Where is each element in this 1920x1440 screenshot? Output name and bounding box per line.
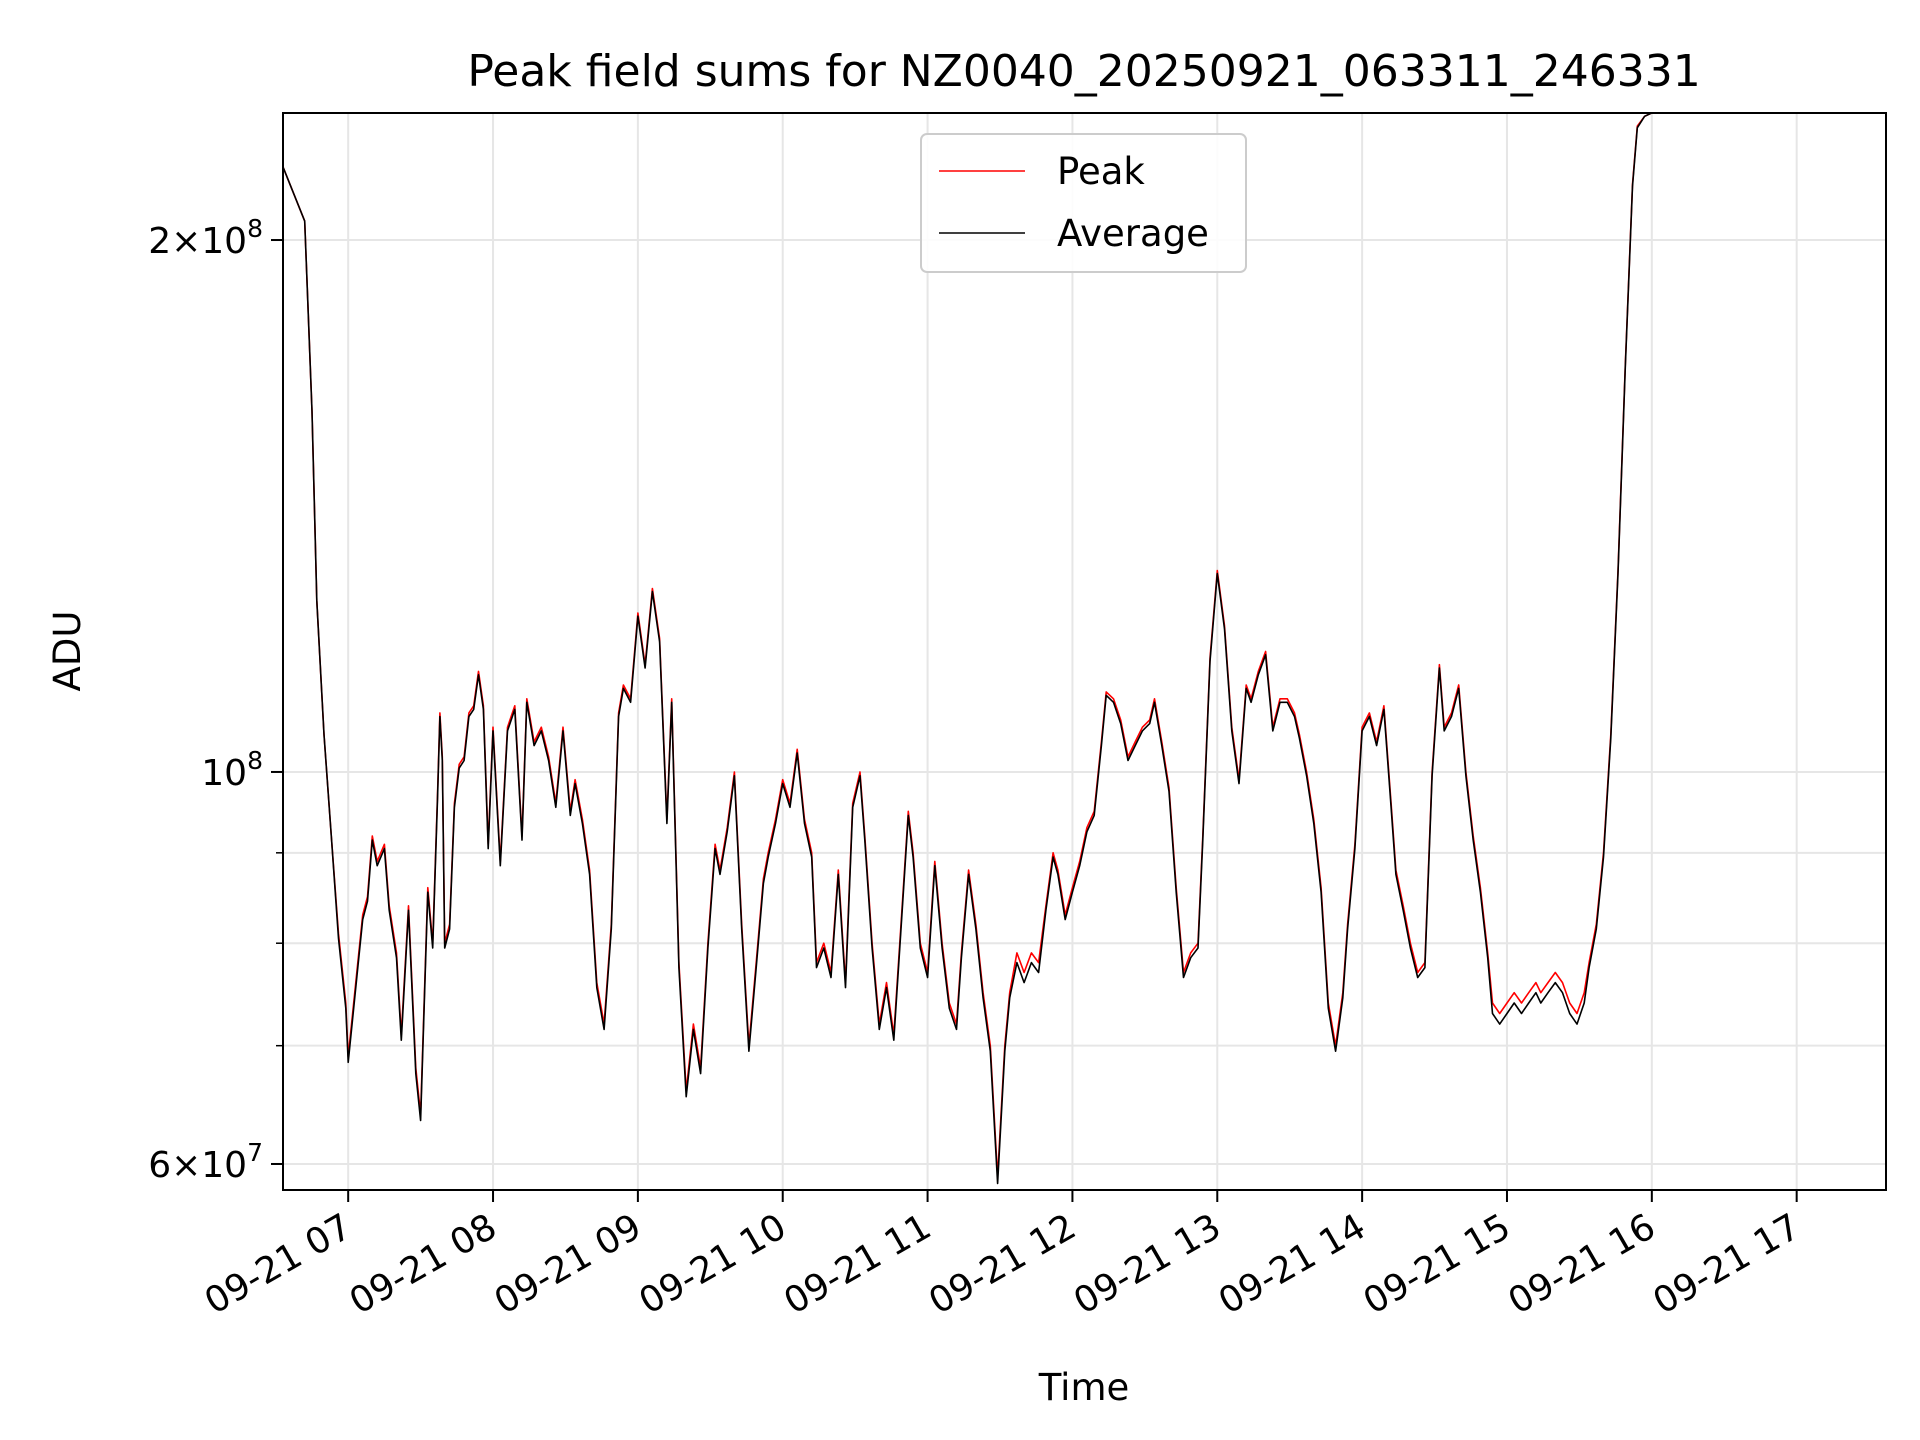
legend: Peak Average: [920, 133, 1247, 273]
y-tick-base: 10: [201, 753, 247, 794]
y-tick-label: 2×108: [148, 214, 263, 262]
legend-label-average: Average: [1057, 212, 1209, 255]
series-layer: [282, 112, 1886, 1185]
y-tick-mantissa: 2: [148, 221, 171, 262]
y-tick-exponent: 8: [247, 746, 263, 775]
series-line-average: [282, 112, 1886, 1185]
y-tick-exponent: 7: [247, 1138, 263, 1167]
legend-box: [920, 133, 1247, 273]
y-axis-title: ADU: [46, 611, 89, 692]
y-tick-times-sign: ×10: [171, 1145, 247, 1186]
y-tick-label: 6×107: [148, 1138, 263, 1186]
plot-frame: [282, 112, 1887, 1191]
y-tick-mantissa: 6: [148, 1145, 171, 1186]
x-axis-title: Time: [1038, 1366, 1130, 1409]
y-tick-exponent: 8: [247, 214, 263, 243]
legend-label-peak: Peak: [1057, 150, 1145, 193]
y-tick-times-sign: ×10: [171, 221, 247, 262]
chart-title: Peak field sums for NZ0040_20250921_0633…: [467, 46, 1700, 97]
y-tick-label: 108: [201, 746, 263, 794]
